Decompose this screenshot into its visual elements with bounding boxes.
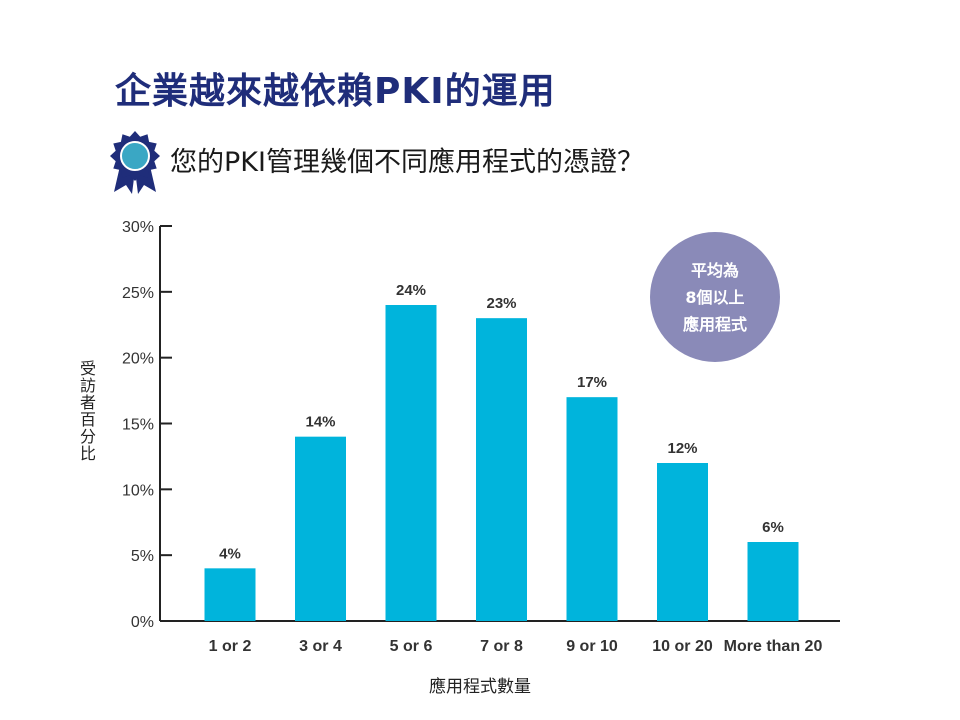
data-label: 14% — [305, 414, 335, 431]
callout-line-3: 應用程式 — [682, 314, 747, 334]
x-tick-label: More than 20 — [724, 638, 823, 655]
data-label: 24% — [396, 282, 426, 299]
bar — [295, 436, 346, 621]
bar — [747, 542, 799, 621]
callout-line-1: 平均為 — [690, 260, 739, 280]
y-tick-label: 0% — [131, 614, 154, 631]
y-tick-label: 10% — [122, 482, 154, 499]
chart-question: 您的PKI管理幾個不同應用程式的憑證？ — [170, 147, 644, 178]
y-tick-label: 30% — [122, 219, 154, 236]
x-tick-label: 10 or 20 — [652, 638, 713, 655]
y-tick-label: 15% — [122, 417, 154, 434]
y-tick-label: 25% — [122, 285, 154, 302]
bar — [566, 397, 618, 621]
page-title: 企業越來越依賴PKI的運用 — [115, 71, 556, 112]
bar — [385, 305, 437, 621]
data-label: 6% — [762, 519, 784, 536]
bar — [476, 318, 527, 621]
callout-line-2: 8個以上 — [685, 287, 745, 307]
x-tick-label: 9 or 10 — [566, 638, 618, 655]
x-tick-label: 3 or 4 — [299, 638, 342, 655]
y-tick-label: 20% — [122, 351, 154, 368]
x-tick-label: 1 or 2 — [209, 638, 252, 655]
y-axis-label: 受訪者百分比 — [77, 360, 96, 462]
x-tick-label: 5 or 6 — [390, 638, 433, 655]
x-axis-label: 應用程式數量 — [429, 677, 531, 697]
y-tick-label: 5% — [131, 548, 154, 565]
data-label: 17% — [577, 374, 607, 391]
data-label: 12% — [667, 440, 697, 457]
x-tick-label: 7 or 8 — [480, 638, 523, 655]
award-ribbon-icon — [110, 131, 160, 194]
bar — [657, 463, 708, 621]
bar — [204, 568, 256, 621]
data-label: 4% — [219, 545, 241, 562]
data-label: 23% — [486, 295, 516, 312]
average-callout: 平均為 8個以上 應用程式 — [650, 232, 780, 362]
